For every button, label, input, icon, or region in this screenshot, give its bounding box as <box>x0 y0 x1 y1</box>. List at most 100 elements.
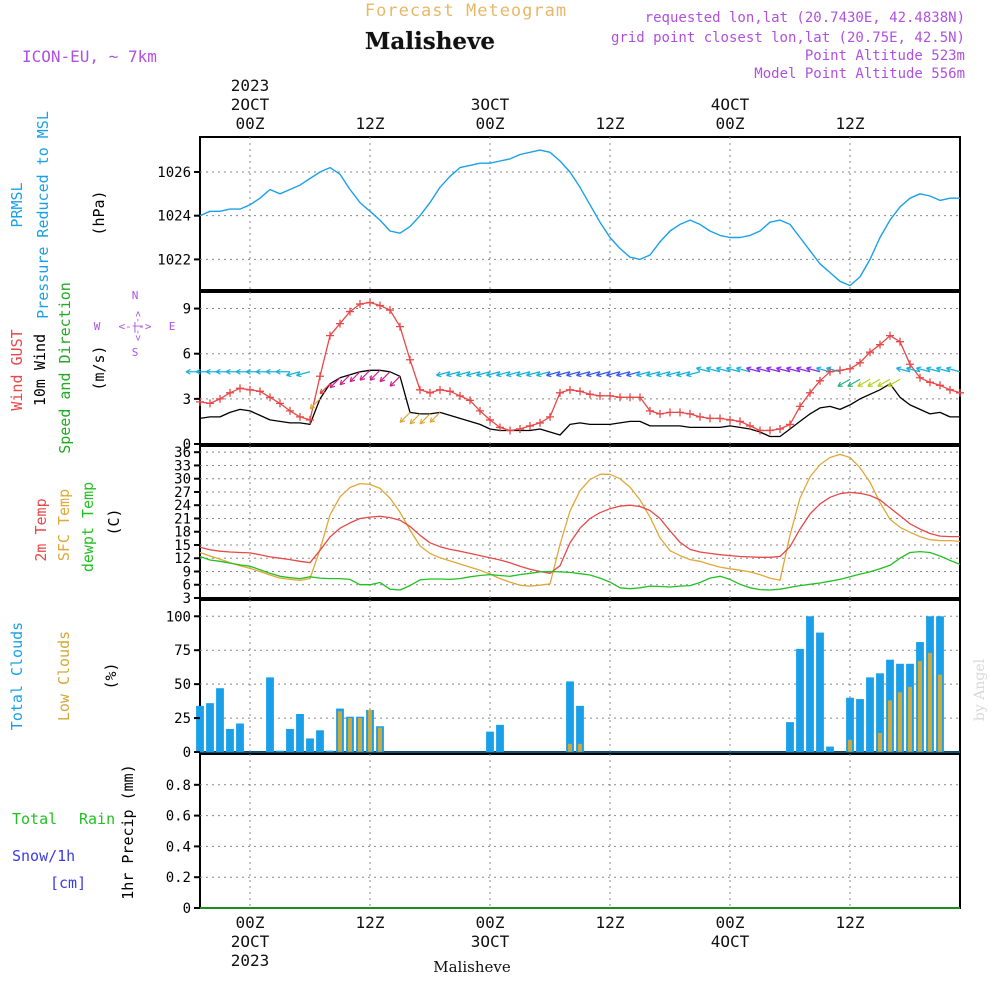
wind-arrow-shaft <box>716 367 731 373</box>
wind-arrow-head <box>409 418 416 425</box>
wind-arrow-head <box>776 366 782 373</box>
time-label: 2OCT <box>231 95 270 114</box>
wind-arrow-shaft <box>536 371 551 376</box>
wind-arrow-shaft <box>466 371 481 376</box>
gust-marker <box>206 399 214 408</box>
ytick-label-wind: 9 <box>183 302 191 318</box>
wind-arrow-shaft <box>746 367 761 373</box>
wind-arrow-shaft <box>516 371 531 376</box>
gust-marker <box>486 415 494 424</box>
gust-marker <box>396 322 404 331</box>
wind-arrow <box>296 371 311 378</box>
total-cloud-bar <box>816 632 824 752</box>
low-cloud-bar <box>378 727 382 752</box>
ytick-label-clouds: 50 <box>174 677 191 693</box>
wind-arrow-head <box>506 371 512 378</box>
gust-marker <box>346 307 354 316</box>
gust-marker <box>906 360 914 369</box>
wind-arrow <box>349 371 361 383</box>
wind-arrow-head <box>255 368 261 375</box>
wind-arrow-head <box>586 371 592 378</box>
gust-marker <box>886 331 894 340</box>
precip-cm-label: [cm] <box>50 874 86 892</box>
wind-arrow-shaft <box>596 371 611 376</box>
wind-arrow-head <box>429 417 436 423</box>
gust-marker <box>436 385 444 394</box>
wind-arrow-head <box>215 368 221 375</box>
gust-marker <box>226 388 234 397</box>
low-cloud-bar <box>358 718 362 752</box>
compass-e: E <box>169 320 176 333</box>
ytick-label-temp: 27 <box>174 485 191 501</box>
wind-arrow <box>606 371 621 378</box>
wind-arrow-head <box>329 382 336 389</box>
wind-arrow-head <box>706 366 712 373</box>
wind-arrow-shaft <box>916 367 931 373</box>
gust-marker <box>326 331 334 340</box>
wind-arrow <box>706 366 721 373</box>
wind-arrow-shaft <box>496 371 511 376</box>
ytick-label-clouds: 25 <box>174 711 191 727</box>
wind-unit: (m/s) <box>90 345 108 390</box>
wind-arrow-head <box>946 366 952 373</box>
gust-marker <box>336 319 344 328</box>
gust-marker <box>276 399 284 408</box>
ytick-label-wind: 6 <box>183 347 191 363</box>
ytick-label-temp: 9 <box>183 564 191 580</box>
compass-s: S <box>132 346 139 359</box>
time-label: 3OCT <box>471 95 510 114</box>
low-cloud-bar <box>938 674 942 752</box>
ytick-label-pressure: 1024 <box>157 209 191 225</box>
wind-arrow-head <box>466 371 472 378</box>
gust-marker <box>686 409 694 418</box>
wind-arrow-head <box>339 379 346 386</box>
wind-arrow <box>936 366 951 373</box>
low-cloud-bar <box>918 661 922 752</box>
wind-arrow-head <box>847 381 853 387</box>
temp2m-line <box>199 491 960 574</box>
gust-marker <box>666 408 674 417</box>
gust-marker <box>956 388 964 397</box>
wind-arrow <box>566 371 581 378</box>
ytick-label-temp: 6 <box>183 578 191 594</box>
gust-marker <box>576 387 584 396</box>
wind-arrow-shaft <box>756 367 771 373</box>
temp-2m-label: 2m Temp <box>32 498 50 561</box>
wind-arrow-shaft <box>946 367 961 373</box>
ytick-label-precip: 0.4 <box>166 839 191 855</box>
gust-marker <box>766 426 774 435</box>
wind-arrow-head <box>867 381 873 387</box>
wind-gust-label: Wind GUST <box>8 329 26 410</box>
panel-frame-pressure <box>199 136 961 291</box>
wind-arrow-shaft <box>399 411 411 423</box>
gust-marker <box>876 340 884 349</box>
gust-marker <box>606 391 614 400</box>
precip-unit: 1hr Precip (mm) <box>119 764 137 899</box>
wind-arrow-head <box>319 388 326 395</box>
ytick-label-temp: 30 <box>174 472 191 488</box>
wind-arrow-head <box>526 371 532 378</box>
wind-arrow-shaft <box>369 369 381 381</box>
gust-marker <box>706 414 714 423</box>
wind-arrow <box>946 366 961 373</box>
wind-arrow-shaft <box>726 367 741 373</box>
ytick-label-clouds: 100 <box>166 609 191 625</box>
panel-frames <box>199 136 961 909</box>
wind-arrow <box>446 371 461 378</box>
wind-dir-label: Speed and Direction <box>56 282 74 454</box>
gust-marker <box>366 298 374 307</box>
wind-arrow <box>796 366 811 373</box>
wind-arrow-shaft <box>826 367 841 373</box>
ytick-label-temp: 24 <box>174 498 191 514</box>
ytick-label-precip: 0.2 <box>166 870 191 886</box>
wind-arrow-shaft <box>636 371 651 376</box>
wind-arrow-head <box>656 371 662 378</box>
gust-marker <box>816 376 824 385</box>
wind-arrow <box>686 371 701 378</box>
wind-arrow <box>847 378 861 387</box>
wind-arrow <box>379 371 391 383</box>
compass-ew: <-|-> <box>118 320 151 333</box>
model-label: ICON-EU, ~ 7km <box>22 47 157 66</box>
product-title: Forecast Meteogram <box>365 1 567 21</box>
total-cloud-bar <box>566 681 574 752</box>
